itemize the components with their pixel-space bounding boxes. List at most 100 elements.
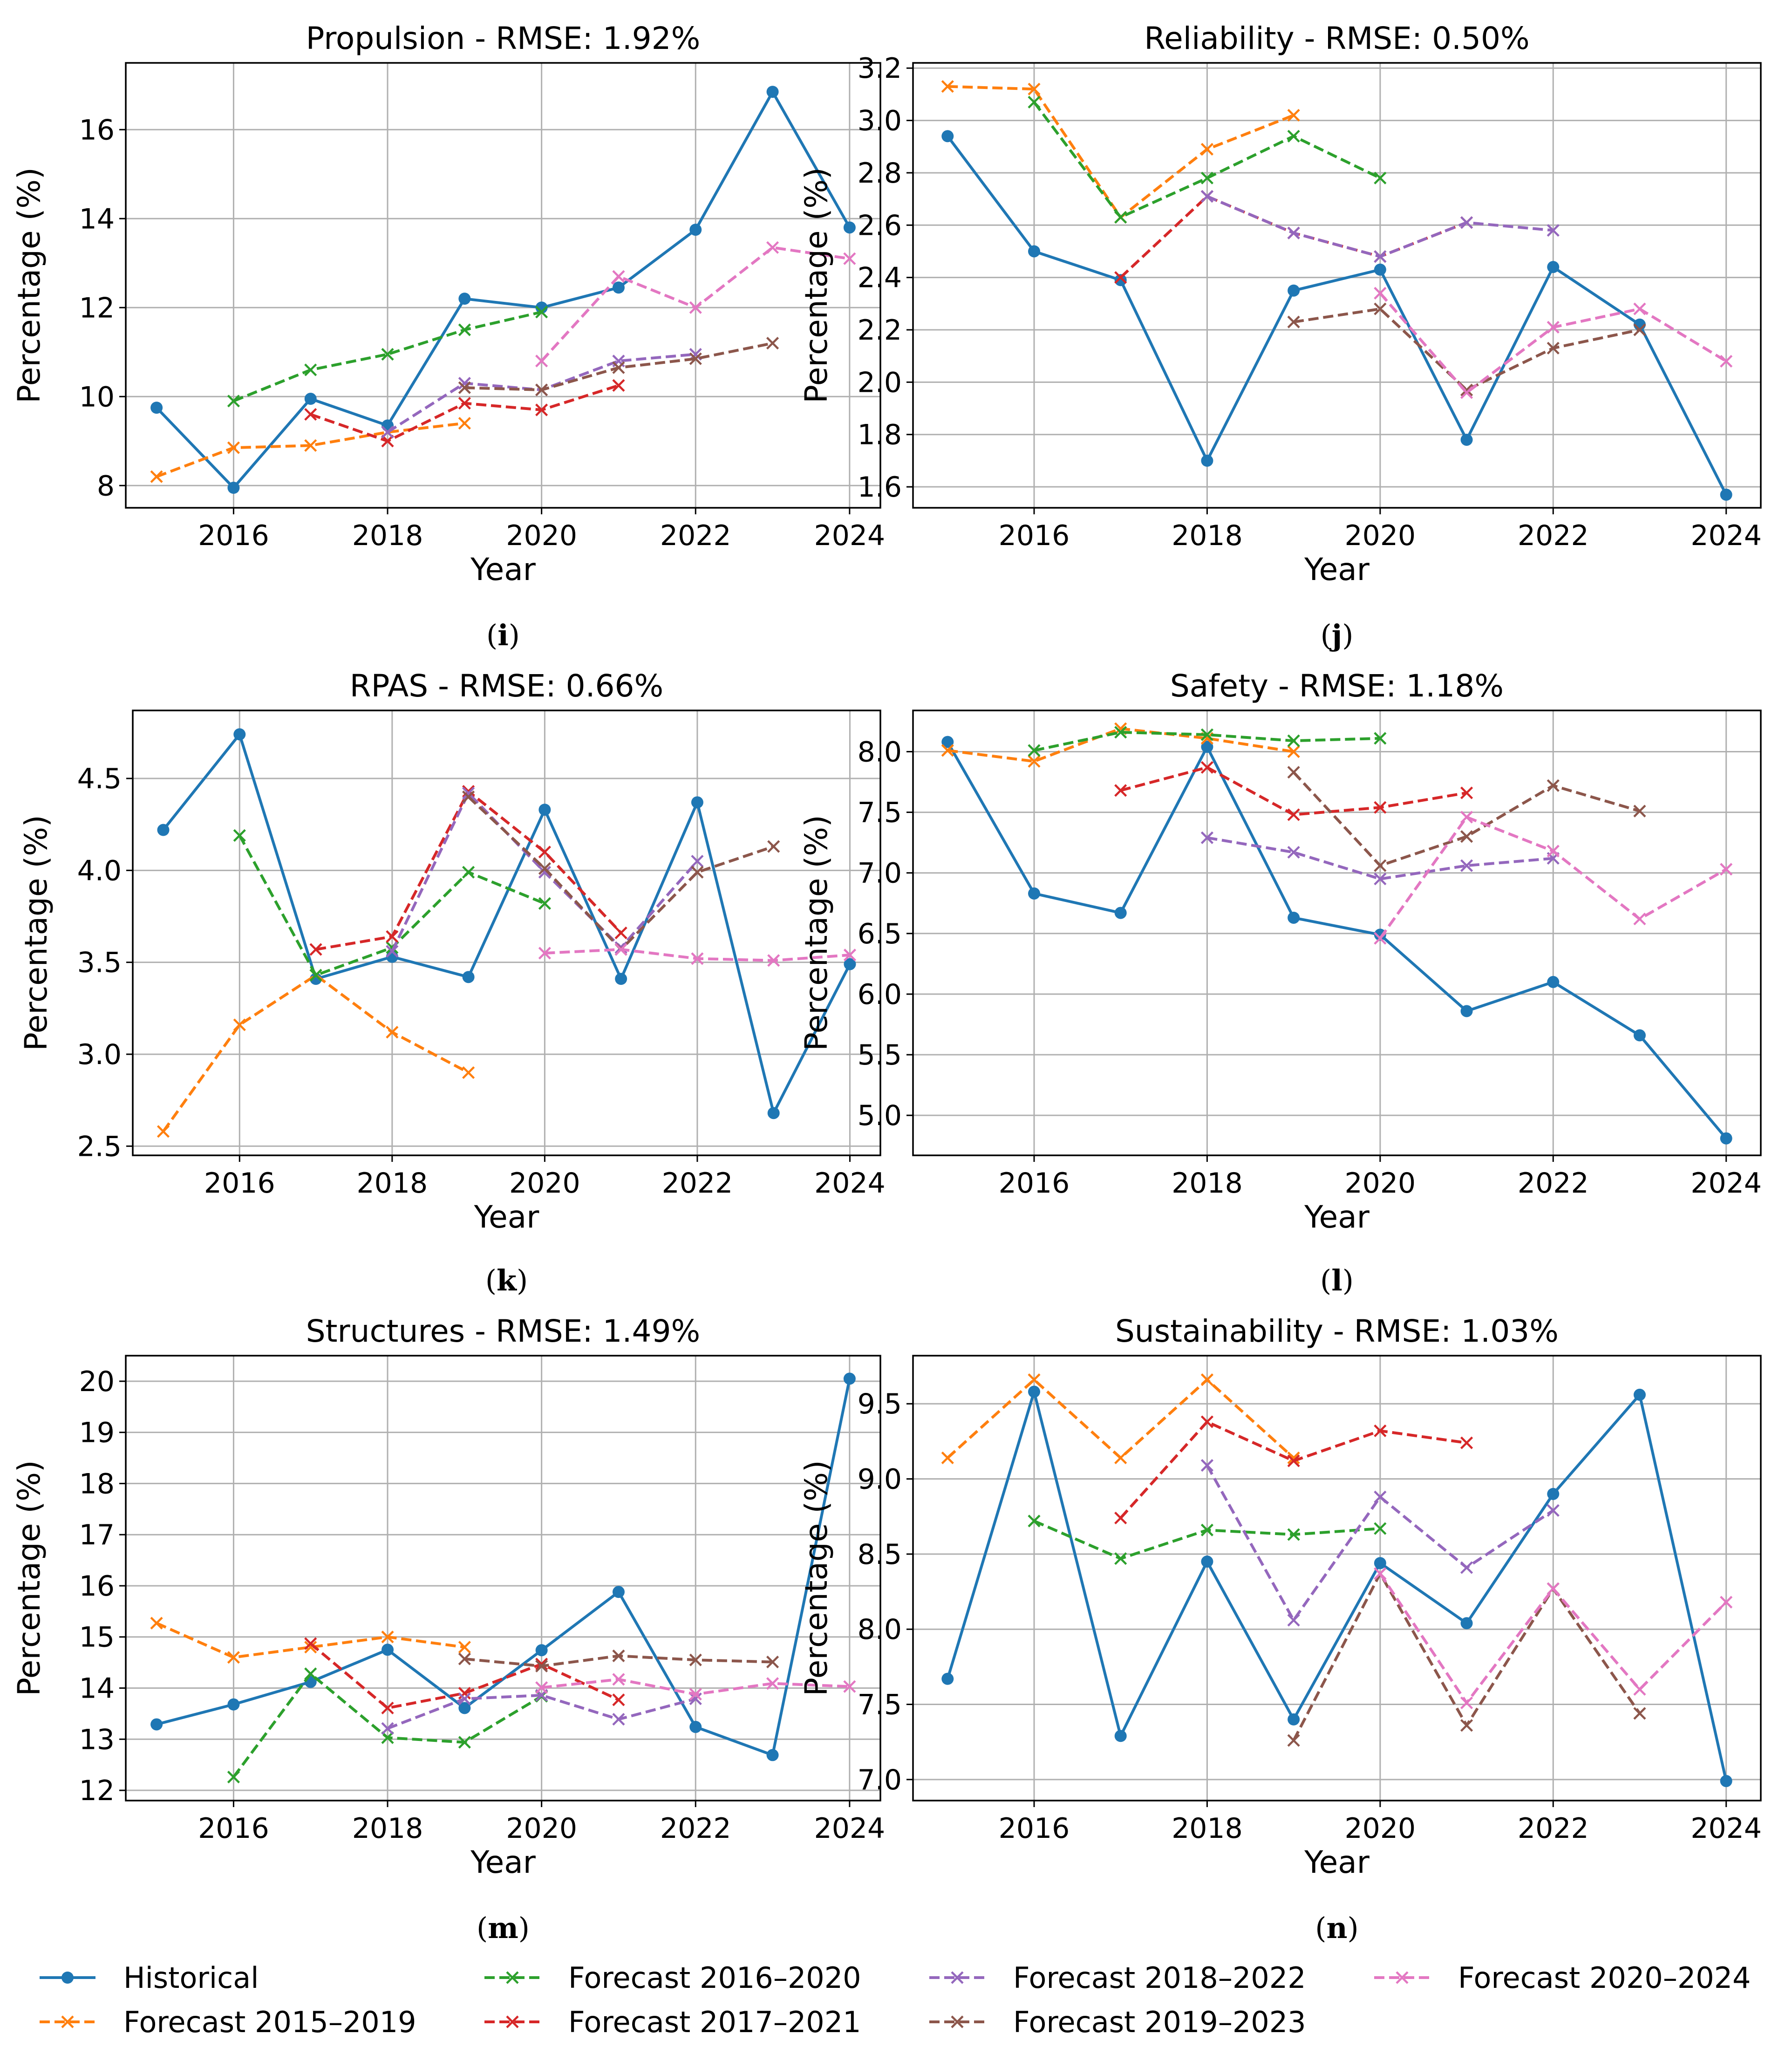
series-f2019 bbox=[1287, 302, 1646, 396]
series-f2016 bbox=[227, 306, 548, 408]
legend-label: Forecast 2018–2022 bbox=[1013, 1961, 1306, 1995]
data-point bbox=[535, 403, 548, 416]
data-point bbox=[941, 1672, 954, 1685]
series-historical bbox=[150, 86, 856, 494]
data-point bbox=[458, 416, 471, 430]
data-point bbox=[304, 363, 317, 376]
series-f2018 bbox=[1200, 190, 1560, 263]
y-tick-label: 8 bbox=[97, 470, 115, 502]
data-point bbox=[1114, 274, 1127, 287]
data-point bbox=[766, 1749, 779, 1761]
caption-letter: l bbox=[1331, 1263, 1342, 1297]
data-point bbox=[150, 1718, 163, 1731]
data-point bbox=[1720, 1775, 1732, 1788]
data-point bbox=[1028, 96, 1041, 109]
data-point bbox=[1200, 1459, 1214, 1472]
axes-frame bbox=[132, 710, 881, 1156]
y-tick-label: 3.2 bbox=[858, 52, 902, 85]
data-point bbox=[1374, 801, 1387, 814]
y-tick-label: 8.5 bbox=[858, 1538, 902, 1571]
data-point bbox=[304, 1667, 317, 1680]
legend-entry-f2017: Forecast 2017–2021 bbox=[484, 2005, 861, 2039]
legend-label: Forecast 2019–2023 bbox=[1013, 2005, 1306, 2039]
series-f2018 bbox=[1200, 1459, 1560, 1627]
data-point bbox=[1028, 1385, 1040, 1398]
data-point bbox=[1460, 433, 1473, 446]
data-point bbox=[1633, 302, 1646, 315]
data-point bbox=[309, 943, 322, 956]
data-point bbox=[1288, 911, 1300, 924]
x-tick-label: 2022 bbox=[660, 519, 731, 552]
legend-label: Forecast 2015–2019 bbox=[123, 2005, 416, 2039]
y-axis-label: Percentage (%) bbox=[798, 167, 834, 403]
series-historical bbox=[941, 1385, 1732, 1788]
data-point bbox=[386, 945, 399, 958]
y-tick-label: 18 bbox=[79, 1467, 115, 1500]
legend-entry-f2016: Forecast 2016–2020 bbox=[484, 1961, 861, 1995]
data-point bbox=[1460, 1696, 1473, 1709]
series-line-historical bbox=[946, 135, 1728, 496]
caption-paren: ) bbox=[1342, 1263, 1354, 1297]
data-point bbox=[1200, 831, 1214, 844]
legend-entry-f2018: Forecast 2018–2022 bbox=[929, 1961, 1306, 1995]
data-point bbox=[386, 1026, 399, 1039]
data-point bbox=[1460, 1617, 1473, 1630]
data-point bbox=[612, 270, 625, 283]
legend-label: Historical bbox=[123, 1961, 259, 1995]
data-point bbox=[1288, 1713, 1300, 1726]
data-point bbox=[233, 728, 246, 741]
caption-paren: ) bbox=[517, 1263, 528, 1297]
data-point bbox=[1114, 271, 1127, 284]
y-tick-label: 16 bbox=[79, 114, 115, 146]
x-tick-label: 2020 bbox=[1345, 519, 1416, 552]
series-f2017 bbox=[304, 1637, 625, 1714]
caption-letter: j bbox=[1329, 618, 1342, 652]
legend-marker bbox=[1396, 1971, 1409, 1984]
data-point bbox=[1287, 808, 1300, 821]
data-point bbox=[1547, 1488, 1560, 1500]
data-point bbox=[612, 1649, 625, 1662]
series-line-f2017 bbox=[309, 1642, 620, 1710]
data-point bbox=[1200, 171, 1214, 184]
data-point bbox=[767, 954, 780, 967]
series-f2017 bbox=[1114, 761, 1473, 821]
chart-title: Reliability - RMSE: 0.50% bbox=[1144, 20, 1530, 56]
y-tick-label: 2.4 bbox=[858, 262, 902, 294]
data-point bbox=[381, 348, 394, 361]
data-point bbox=[1287, 1734, 1300, 1747]
data-point bbox=[767, 840, 780, 853]
caption-paren: ( bbox=[486, 618, 497, 652]
panels: 2016 2018 2020 2022 2024810121416Propulsion … bbox=[11, 20, 1762, 1945]
legend-entry-f2019: Forecast 2019–2023 bbox=[929, 2005, 1306, 2039]
y-tick-label: 9.0 bbox=[858, 1463, 902, 1496]
data-point bbox=[458, 1736, 471, 1749]
panel-l: 2016 2018 2020 2022 2024 5.0 5.5 6.0 6.5 7.0 7.5 8.… bbox=[798, 668, 1762, 1297]
data-point bbox=[462, 786, 475, 800]
data-point bbox=[386, 930, 399, 943]
data-point bbox=[691, 866, 704, 879]
data-point bbox=[1374, 873, 1387, 886]
data-point bbox=[1374, 928, 1386, 941]
x-tick-label: 2018 bbox=[356, 1167, 428, 1200]
data-point bbox=[689, 1692, 702, 1706]
data-point bbox=[1720, 488, 1732, 501]
data-point bbox=[1460, 1561, 1473, 1574]
y-tick-label: 14 bbox=[79, 1672, 115, 1705]
series-f2015 bbox=[150, 1617, 471, 1664]
data-point bbox=[1634, 1029, 1646, 1042]
data-point bbox=[615, 973, 627, 985]
panel-caption: (k) bbox=[485, 1263, 528, 1297]
data-point bbox=[612, 1693, 625, 1706]
legend-entry-historical: Historical bbox=[40, 1961, 259, 1995]
axes-frame bbox=[912, 1355, 1762, 1802]
data-point bbox=[1287, 1451, 1300, 1464]
y-tick-label: 6.0 bbox=[858, 978, 902, 1011]
data-point bbox=[1720, 863, 1733, 876]
panel-caption: (j) bbox=[1321, 618, 1354, 652]
data-point bbox=[1287, 1528, 1300, 1541]
y-tick-label: 5.5 bbox=[858, 1039, 902, 1071]
legend-entry-f2015: Forecast 2015–2019 bbox=[40, 2005, 416, 2039]
data-point bbox=[1288, 284, 1300, 297]
data-point bbox=[1460, 830, 1473, 843]
y-axis-label: Percentage (%) bbox=[798, 815, 834, 1051]
